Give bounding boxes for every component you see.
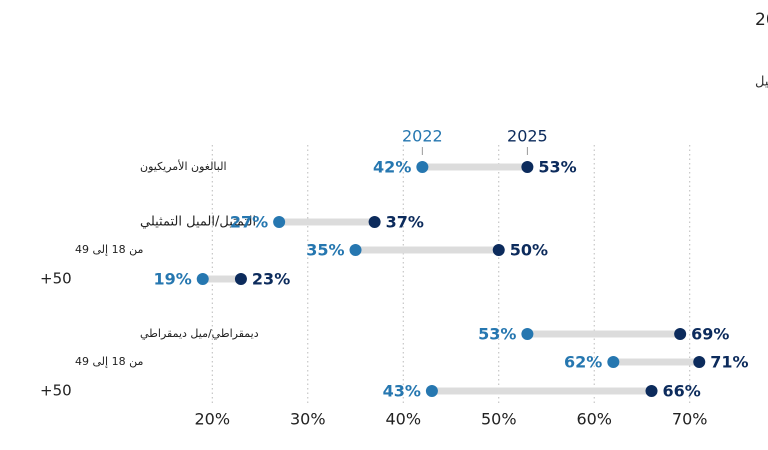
row-label: التمثيل/الميل التمثيلي [140, 215, 256, 230]
value-label: 53% [478, 325, 516, 344]
dot-2025 [674, 328, 687, 340]
dot-2025 [234, 273, 247, 285]
value-label: 71% [710, 353, 748, 372]
dot-2025 [368, 216, 381, 228]
dot-2022 [349, 244, 362, 256]
value-label: 37% [386, 213, 424, 232]
value-label: 42% [373, 158, 411, 177]
x-tick-label: 20% [195, 410, 231, 429]
dot-2022 [607, 356, 620, 368]
dot-2025 [492, 244, 505, 256]
value-label: 62% [564, 353, 602, 372]
legend-label: 2022 [402, 127, 443, 146]
x-tick-label: 50% [481, 410, 517, 429]
value-label: 69% [691, 325, 729, 344]
dot-2022 [521, 328, 534, 340]
dot-2025 [693, 356, 706, 368]
x-tick-label: 40% [385, 410, 421, 429]
dot-2022 [273, 216, 286, 228]
dot-2022 [425, 385, 438, 397]
value-label: 53% [538, 158, 576, 177]
dot-2022 [416, 161, 429, 173]
x-tick-label: 30% [290, 410, 326, 429]
row-label: من 18 إلى 49 [75, 355, 143, 368]
row-label: 50+ [40, 270, 72, 288]
value-label: 66% [663, 382, 701, 401]
x-tick-label: 60% [576, 410, 612, 429]
dot-2025 [521, 161, 534, 173]
dot-2025 [645, 385, 658, 397]
row-label: من 18 إلى 49 [75, 243, 143, 256]
value-label: 35% [306, 241, 344, 260]
row-label: ديمقراطي/ميل ديمقراطي [140, 327, 259, 340]
value-label: 19% [153, 270, 191, 289]
chart-subtitle: النسبة المئوية للبالغين الأمريكيين الذين… [755, 73, 768, 90]
legend-label: 2025 [507, 127, 548, 146]
value-label: 23% [252, 270, 290, 289]
value-label: 43% [383, 382, 421, 401]
row-label: 50+ [40, 382, 72, 400]
value-label: 27% [230, 213, 268, 232]
value-label: 50% [510, 241, 548, 260]
dot-2022 [196, 273, 209, 285]
row-label: البالغون الأمريكيون [140, 159, 227, 173]
chart-title: تبنى المزيد من الأمريكيين وجهات نظر سلبي… [755, 9, 768, 30]
x-tick-label: 70% [672, 410, 708, 429]
